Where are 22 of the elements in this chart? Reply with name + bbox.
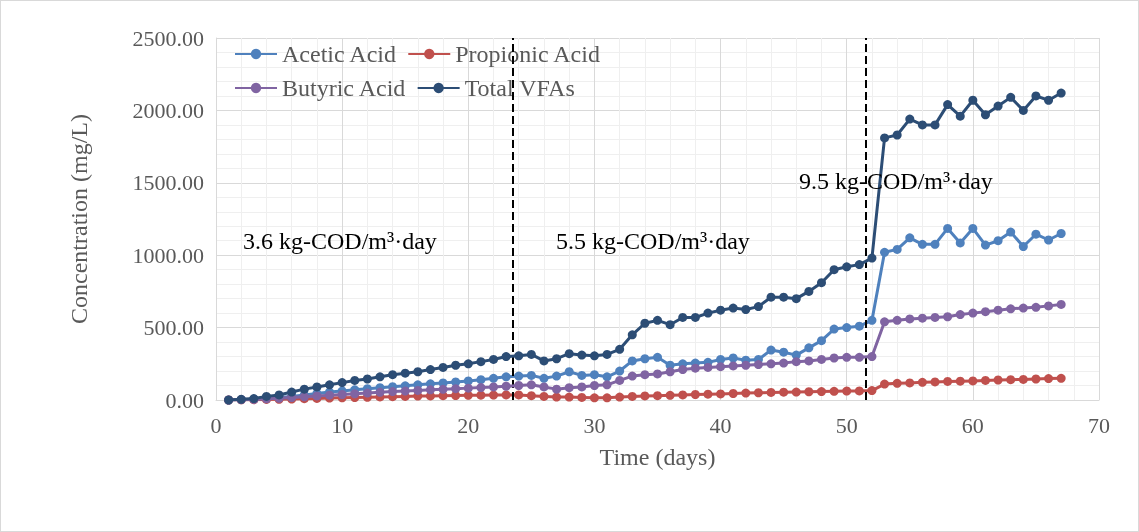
legend-label: Propionic Acid xyxy=(455,41,600,67)
y-tick-label: 1500.00 xyxy=(132,170,204,196)
x-tick-label: 20 xyxy=(457,412,480,438)
x-axis-title: Time (days) xyxy=(599,444,716,470)
y-axis-title: Concentration (mg/L) xyxy=(66,114,92,324)
x-tick-label: 50 xyxy=(835,412,858,438)
annotation: 3.6 kg-COD/m³·day xyxy=(243,228,437,254)
x-tick-label: 60 xyxy=(961,412,984,438)
x-tick-label: 40 xyxy=(709,412,732,438)
legend-label: Butyric Acid xyxy=(282,75,406,101)
x-tick-label: 10 xyxy=(331,412,354,438)
x-tick-label: 30 xyxy=(583,412,606,438)
x-tick-label: 0 xyxy=(210,412,222,438)
y-tick-label: 1000.00 xyxy=(132,242,204,268)
annotation: 5.5 kg-COD/m³·day xyxy=(556,228,750,254)
y-tick-label: 2000.00 xyxy=(132,97,204,123)
y-tick-label: 0.00 xyxy=(165,387,204,413)
legend-label: Acetic Acid xyxy=(282,41,396,67)
x-tick-label: 70 xyxy=(1088,412,1110,438)
legend-label: Total VFAs xyxy=(464,75,575,101)
y-tick-label: 500.00 xyxy=(143,315,204,341)
y-tick-label: 2500.00 xyxy=(132,25,204,51)
